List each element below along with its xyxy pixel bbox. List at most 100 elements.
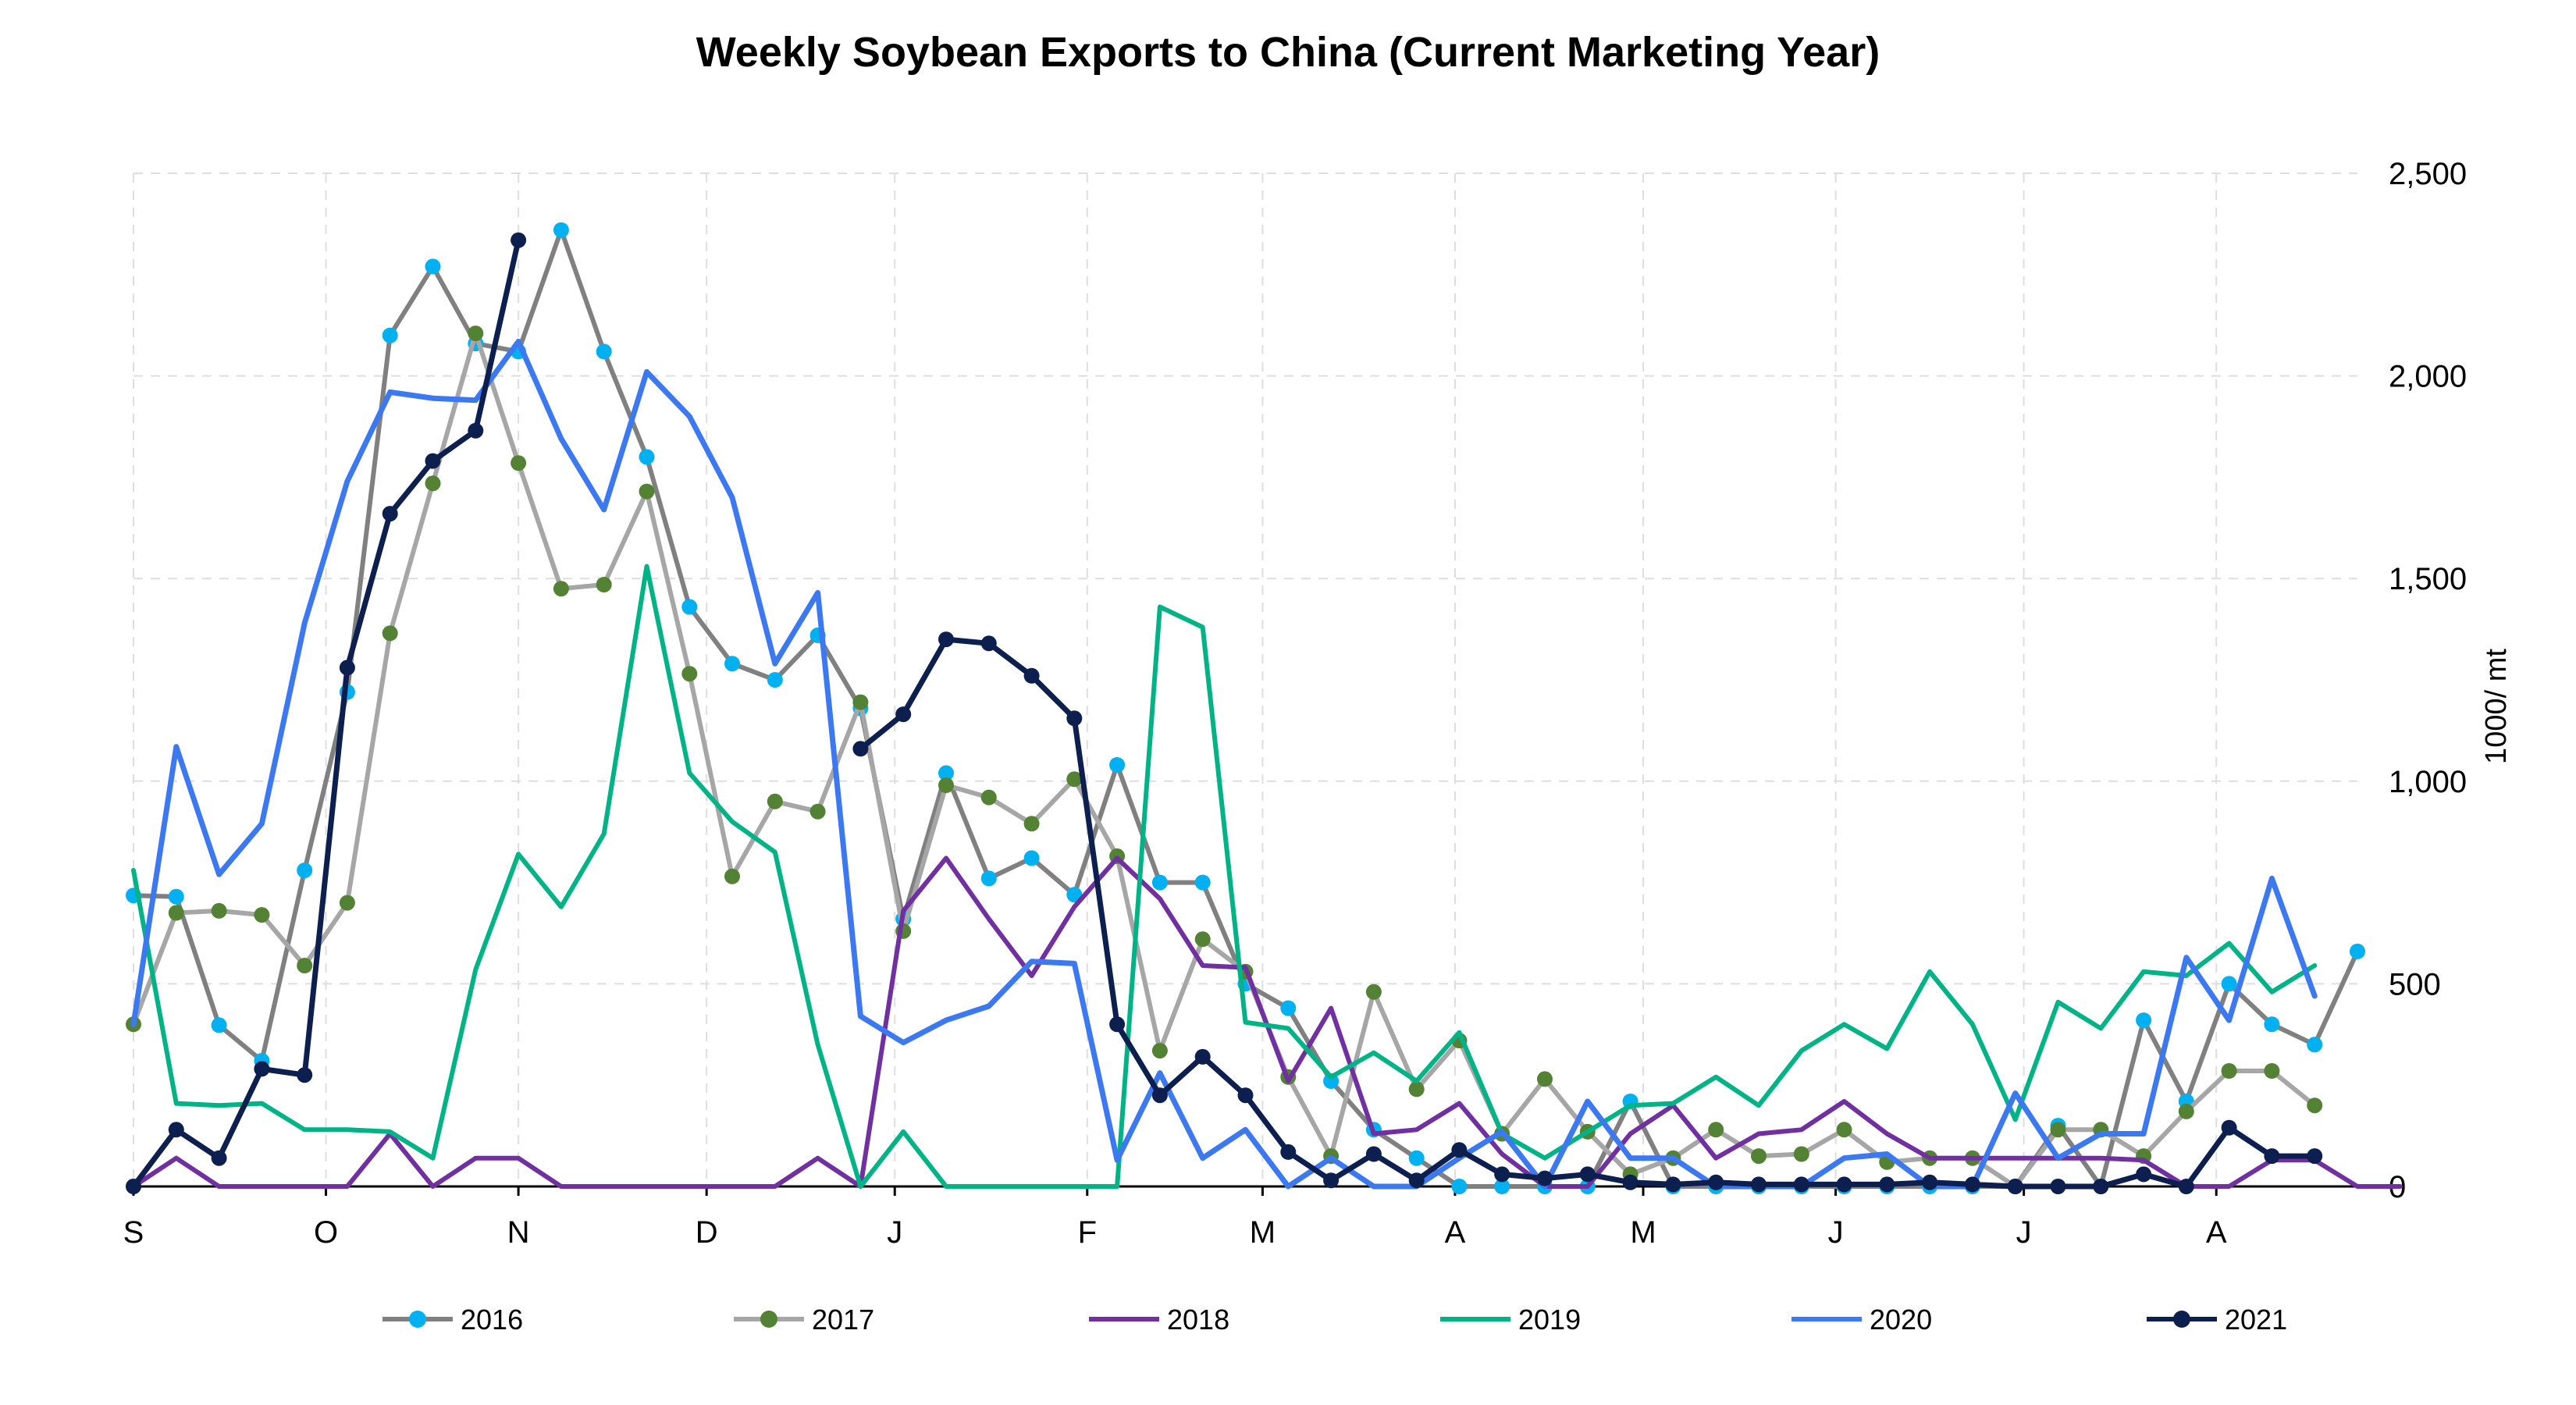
data-point-2021 [2264,1148,2280,1165]
series-2016 [126,222,2365,1194]
data-point-2021 [168,1122,184,1138]
data-point-2017 [1194,931,1211,948]
data-point-2021 [980,635,997,652]
legend-item-2016: 2016 [382,1304,523,1336]
data-point-2016 [2307,1037,2323,1053]
y-tick-label: 2,500 [2389,157,2467,191]
data-point-2021 [468,422,484,439]
data-point-2016 [168,888,184,905]
data-point-2016 [938,765,954,781]
data-point-2016 [553,222,569,238]
data-point-2021 [1793,1176,1809,1193]
data-point-2017 [2221,1063,2237,1079]
data-point-2016 [2136,1012,2152,1029]
data-point-2021 [2136,1166,2152,1183]
legend-item-2021: 2021 [2147,1304,2287,1336]
data-point-2017 [2050,1122,2066,1138]
data-point-2017 [468,325,484,342]
data-point-2021 [1066,710,1083,727]
data-point-2021 [254,1061,270,1077]
data-point-2017 [168,905,184,921]
series-line-2019 [131,564,2318,1189]
data-point-2021 [1579,1166,1596,1183]
data-point-2016 [767,672,783,688]
legend-label: 2017 [812,1304,874,1336]
data-point-2016 [2221,976,2237,992]
x-tick-label: D [696,1215,718,1250]
y-tick-label: 1,500 [2389,562,2467,596]
legend: 2016 2017 2018 2019 2020 2021 [382,1304,2287,1336]
data-point-2016 [425,258,441,275]
data-point-2017 [339,895,355,911]
data-point-2021 [2307,1148,2323,1165]
data-point-2021 [1879,1176,1895,1193]
data-point-2017 [980,789,997,806]
x-tick-label: S [123,1215,144,1250]
data-point-2017 [938,777,954,793]
data-point-2021 [1836,1176,1852,1193]
data-point-2021 [1622,1174,1638,1190]
data-point-2021 [2178,1179,2194,1194]
data-point-2021 [339,660,355,676]
data-point-2021 [1537,1170,1553,1186]
y-tick-label: 1,000 [2389,765,2467,799]
data-point-2017 [1751,1148,1767,1165]
data-point-2017 [1793,1146,1809,1162]
data-point-2017 [511,455,527,471]
data-point-2021 [2007,1179,2023,1194]
data-point-2021 [1494,1166,1510,1183]
data-point-2021 [511,232,527,248]
legend-label: 2021 [2225,1304,2287,1336]
series-2019 [131,564,2318,1189]
x-tick-label: M [1250,1215,1276,1250]
x-tick-label: J [1828,1215,1844,1250]
data-point-2021 [382,506,398,522]
data-point-2021 [1023,667,1040,684]
data-point-2021 [1708,1174,1724,1190]
x-tick-label: A [2206,1215,2227,1250]
data-point-2016 [2264,1016,2280,1033]
x-tick-label: A [1445,1215,1466,1250]
legend-label: 2019 [1518,1304,1581,1336]
data-point-2017 [639,483,655,500]
data-point-2017 [254,907,270,923]
data-point-2017 [1365,984,1382,1000]
data-point-2017 [1023,816,1040,832]
data-point-2017 [1066,771,1083,788]
data-point-2016 [297,863,313,878]
x-tick-label: J [887,1215,902,1250]
data-point-2017 [681,666,698,682]
data-point-2021 [297,1067,313,1083]
data-point-2016 [2350,943,2365,959]
data-point-2016 [1451,1179,1468,1194]
data-point-2016 [211,1017,227,1033]
data-point-2017 [809,803,826,820]
y-axis-label: 1000/ mt [2480,649,2513,764]
x-tick-label: F [1078,1215,1097,1250]
data-point-2017 [724,868,740,884]
data-point-2017 [596,577,612,592]
series-group [126,222,2403,1194]
y-tick-label: 2,000 [2389,360,2467,394]
legend-item-2017: 2017 [734,1304,874,1336]
data-point-2016 [681,599,698,615]
data-point-2017 [211,902,227,919]
data-point-2016 [382,327,398,343]
data-point-2021 [895,706,912,723]
legend-label: 2018 [1167,1304,1229,1336]
legend-swatch-marker [409,1311,426,1328]
chart-title: Weekly Soybean Exports to China (Current… [696,29,1880,76]
data-point-2017 [2178,1103,2194,1119]
series-line-2021 [130,237,521,1190]
data-point-2017 [425,475,441,492]
data-point-2017 [1537,1071,1553,1087]
legend-label: 2016 [461,1304,523,1336]
legend-item-2018: 2018 [1089,1304,1229,1336]
legend-item-2019: 2019 [1440,1304,1581,1336]
data-point-2021 [1451,1142,1468,1158]
legend-swatch-marker [760,1311,777,1328]
data-point-2021 [1194,1048,1211,1065]
data-point-2016 [639,449,655,465]
data-point-2021 [1751,1176,1767,1193]
